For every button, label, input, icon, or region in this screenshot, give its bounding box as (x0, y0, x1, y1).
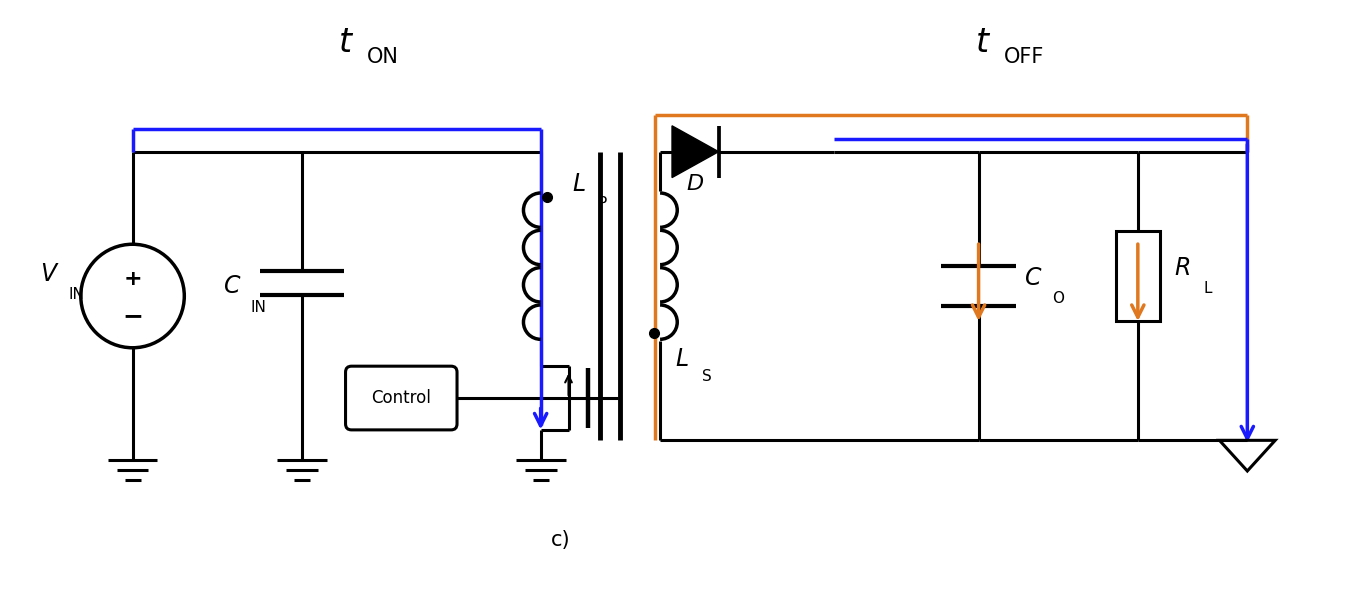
Text: C: C (224, 274, 241, 298)
Text: Control: Control (372, 389, 431, 407)
Text: t: t (975, 26, 988, 58)
Polygon shape (672, 126, 719, 178)
Text: t: t (338, 26, 352, 58)
Text: IN: IN (250, 300, 266, 315)
Text: ON: ON (366, 47, 399, 67)
Text: L: L (1203, 281, 1211, 296)
Text: O: O (1052, 290, 1064, 306)
Text: S: S (702, 369, 711, 384)
Text: V: V (39, 262, 55, 286)
Text: OFF: OFF (1003, 47, 1044, 67)
Text: L: L (572, 172, 585, 195)
Text: R: R (1175, 256, 1191, 280)
Text: P: P (598, 196, 607, 211)
Text: L: L (676, 347, 688, 371)
Text: −: − (122, 304, 143, 328)
Text: D: D (687, 173, 704, 194)
FancyBboxPatch shape (346, 366, 457, 430)
Text: C: C (1025, 266, 1041, 290)
Text: c): c) (550, 530, 571, 550)
Bar (1115, 231, 1160, 321)
Text: IN: IN (69, 287, 85, 302)
Text: +: + (123, 269, 142, 289)
